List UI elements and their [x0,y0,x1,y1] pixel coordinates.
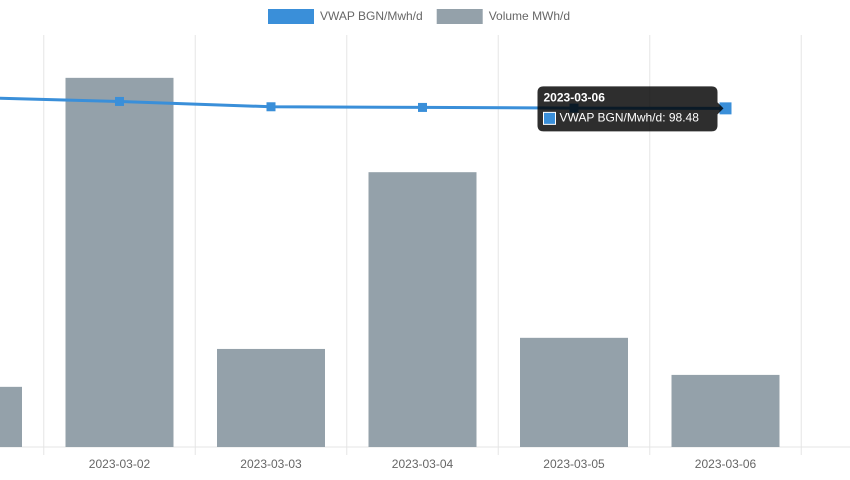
bar [671,374,780,447]
line-point [719,102,732,115]
legend-item[interactable]: Volume MWh/d [436,9,570,24]
legend: VWAP BGN/Mwh/d Volume MWh/d [268,9,570,24]
legend-item[interactable]: VWAP BGN/Mwh/d [268,9,423,24]
tooltip-sep: : [662,111,669,125]
tooltip-swatch [543,111,556,125]
line-point [115,96,124,106]
tooltip: 2023-03-06 VWAP BGN/Mwh/d: 98.48 [537,86,724,132]
tooltip-title: 2023-03-06 [544,91,606,105]
tooltip-series: VWAP BGN/Mwh/d [560,111,663,125]
bar [520,337,628,447]
legend-swatch [436,9,483,24]
bar [0,386,22,447]
line-point [266,102,276,112]
legend-label: VWAP BGN/Mwh/d [320,9,423,23]
legend-swatch [268,9,314,24]
bar [368,172,477,448]
tooltip-body: VWAP BGN/Mwh/d: 98.48 [560,111,700,125]
x-tick-label: 2023-03-03 [240,457,302,471]
tooltip-box [537,86,724,132]
x-tick-label: 2023-03-04 [392,457,454,471]
bar [65,77,174,448]
x-tick-label: 2023-03-05 [543,457,605,471]
x-tick-label: 2023-03-02 [89,457,151,471]
line-point [418,102,427,112]
x-tick-label: 2023-03-06 [695,457,757,471]
tooltip-value: 98.48 [669,111,699,125]
bar [217,348,325,447]
legend-label: Volume MWh/d [489,9,570,23]
